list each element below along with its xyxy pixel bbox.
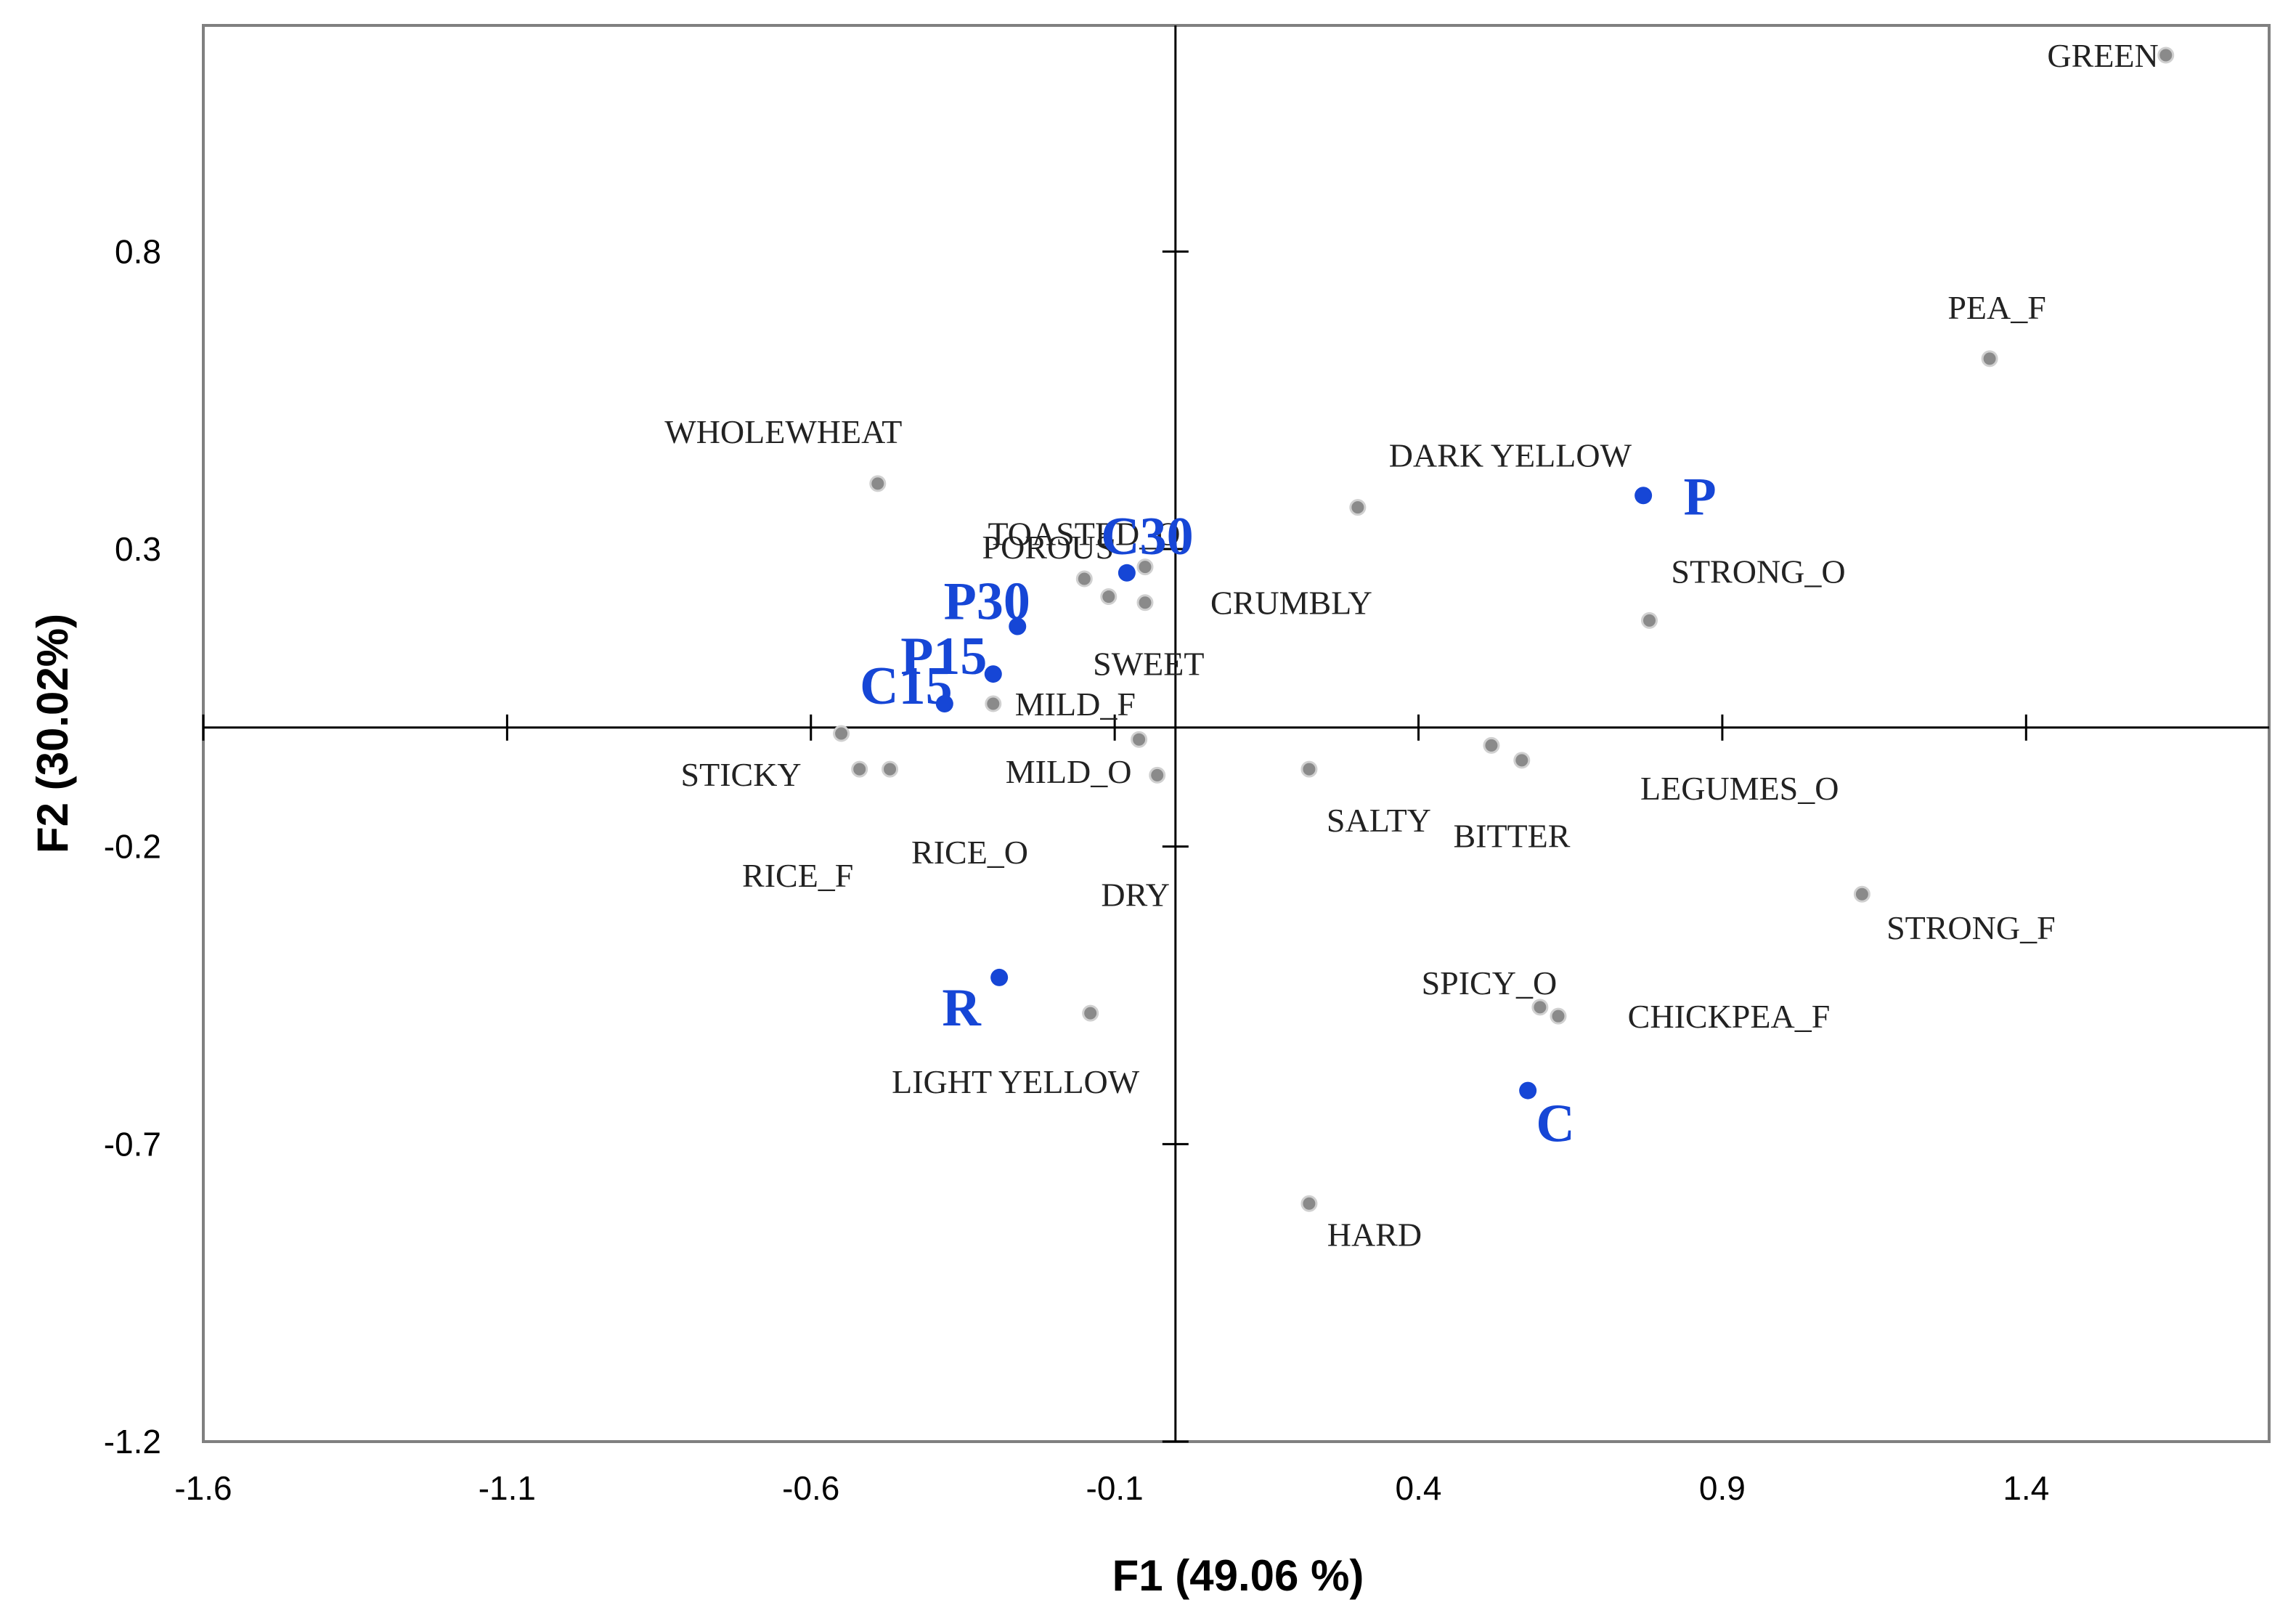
plot-frame [202,24,2271,1443]
attribute-point-salty [1300,760,1318,778]
attribute-point-dry [1149,766,1166,784]
x-tick-label: 0.4 [1396,1469,1442,1507]
attribute-point-dark-yellow [1349,499,1367,516]
attribute-label-salty: SALTY [1327,802,1431,839]
attribute-label-green: GREEN [2047,37,2158,74]
sample-label-r: R [942,978,982,1038]
x-tick-label: -1.1 [479,1469,536,1507]
attribute-label-light-yellow: LIGHT YELLOW [892,1063,1140,1100]
sample-label-p: P [1684,467,1717,527]
attribute-label-rice-f: RICE_F [742,857,853,894]
attribute-label-spicy-o: SPICY_O [1422,964,1558,1001]
x-axis-ticks: -1.6 -1.1 -0.6 -0.1 0.4 0.9 1.4 [174,714,2049,1507]
sample-point-c [1519,1081,1537,1100]
attribute-label-toasted-o: TOASTED_O [988,516,1181,553]
y-tick-label: 0.3 [115,530,161,568]
x-tick-label: -0.6 [782,1469,839,1507]
sample-label-p15: P15 [900,627,987,686]
attribute-label-hard: HARD [1327,1216,1422,1253]
attribute-label-strong-f: STRONG_F [1886,909,2056,946]
attribute-label-legumes-o: LEGUMES_O [1640,770,1839,807]
attribute-point-mild-o [1131,731,1148,748]
attribute-point-strong-o [1641,612,1658,629]
y-tick-label: -0.2 [104,828,161,866]
attribute-point-legumes-o [1513,752,1531,769]
point-labels: GREEN PEA_F WHOLEWHEAT TOASTED_O DARK YELLOW… [664,37,2158,1253]
attribute-point-rice-f [851,760,868,778]
sample-label-c15: C15 [860,657,952,716]
attribute-point-sweet [1100,588,1118,606]
y-tick-label: -1.2 [104,1423,161,1460]
attribute-label-sticky: STICKY [681,756,802,793]
y-tick-label: 0.8 [115,232,161,270]
sample-point-p [1635,487,1653,505]
attribute-point-bitter [1483,736,1500,754]
x-tick-label: 0.9 [1699,1469,1746,1507]
attribute-point-wholewheat [869,475,887,492]
attribute-point-hard [1300,1195,1318,1212]
y-tick-label: -0.7 [104,1125,161,1163]
x-tick-label: 1.4 [2003,1469,2049,1507]
attribute-label-chickpea-f: CHICKPEA_F [1628,998,1831,1035]
attribute-label-porous: POROUS [982,529,1115,566]
data-points [833,46,2175,1212]
attribute-point-sticky [833,725,850,742]
attribute-point-green [2157,46,2175,64]
sample-point-c30 [1118,564,1136,582]
sample-point-r [990,968,1009,986]
sample-label-p30: P30 [944,572,1030,632]
attribute-point-spicy-o [1531,999,1549,1016]
attribute-point-rice-o [882,760,899,778]
attribute-point-crumbly [1136,594,1154,612]
attribute-label-strong-o: STRONG_O [1671,553,1845,590]
x-axis-title: F1 (49.06 %) [1112,1551,1364,1600]
attribute-label-mild-f: MILD_F [1015,686,1136,723]
attribute-point-chickpea-f [1550,1007,1567,1025]
attribute-point-strong-f [1853,885,1870,903]
x-tick-label: -0.1 [1086,1469,1144,1507]
attribute-label-dry: DRY [1101,876,1170,913]
attribute-label-crumbly: CRUMBLY [1210,585,1372,622]
attribute-label-dark-yellow: DARK YELLOW [1389,437,1632,474]
attribute-label-wholewheat: WHOLEWHEAT [664,413,902,450]
attribute-label-sweet: SWEET [1093,646,1204,683]
sample-point-p30 [1009,617,1027,635]
sample-point-c15 [935,695,953,713]
attribute-point-mild-f [985,695,1002,712]
attribute-point-pea-f [1981,350,1998,367]
y-axis-ticks: 0.8 0.3 -0.2 -0.7 -1.2 [104,232,1189,1460]
y-axis-title: F2 (30.02%) [28,614,77,853]
attribute-label-bitter: BITTER [1453,817,1570,854]
sample-label-c: C [1536,1094,1574,1154]
sample-label-c30: C30 [1101,507,1193,566]
sample-point-p15 [984,665,1002,683]
attribute-point-light-yellow [1082,1004,1099,1022]
attribute-label-mild-o: MILD_O [1006,753,1132,790]
axes [203,25,2269,1442]
attribute-point-toasted-o [1136,558,1154,576]
attribute-point-porous [1075,570,1093,588]
attribute-label-rice-o: RICE_O [911,834,1028,871]
attribute-label-pea-f: PEA_F [1947,289,2045,326]
x-tick-label: -1.6 [174,1469,232,1507]
